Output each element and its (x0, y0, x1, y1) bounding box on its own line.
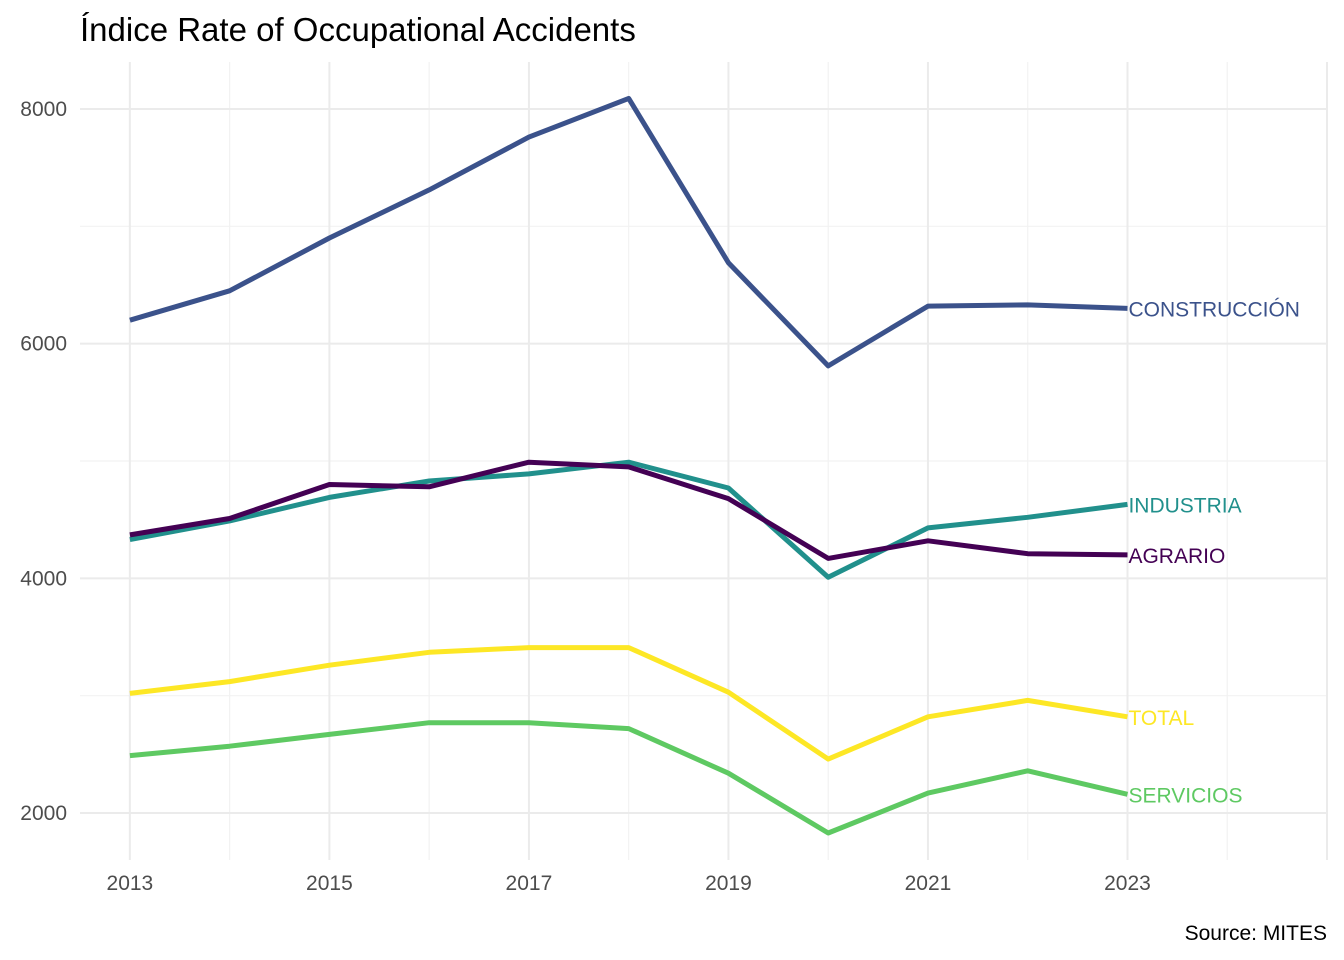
x-tick-label: 2023 (1104, 872, 1151, 895)
grid (80, 62, 1328, 860)
chart-title: Índice Rate of Occupational Accidents (80, 11, 636, 48)
x-tick-label: 2017 (506, 872, 553, 895)
series-label: CONSTRUCCIÓN (1128, 298, 1300, 321)
series-label: AGRARIO (1128, 545, 1225, 568)
series-label: INDUSTRIA (1128, 494, 1241, 517)
y-tick-label: 6000 (20, 333, 67, 356)
series-line (129, 720, 1129, 836)
x-tick-label: 2021 (905, 872, 952, 895)
series-labels: CONSTRUCCIÓN INDUSTRIA AGRARIO TOTAL SERVICI… (1128, 298, 1300, 807)
x-tick-label: 2013 (107, 872, 154, 895)
series-label: TOTAL (1128, 707, 1194, 730)
series-label: SERVICIOS (1128, 784, 1242, 807)
x-tick-label: 2015 (306, 872, 353, 895)
series-line (129, 459, 1128, 580)
series-line (129, 459, 1128, 561)
x-axis-ticks: 2013 2015 2017 2019 2021 2023 (107, 872, 1151, 895)
series-lines (129, 95, 1129, 836)
x-tick-label: 2019 (705, 872, 752, 895)
y-tick-label: 8000 (20, 98, 67, 121)
series-line (129, 645, 1128, 762)
chart-caption: Source: MITES (1185, 922, 1327, 945)
y-tick-label: 2000 (20, 802, 67, 825)
series-line (129, 95, 1128, 369)
y-tick-label: 4000 (20, 567, 67, 590)
y-axis-ticks: 2000 4000 6000 8000 (20, 98, 67, 825)
